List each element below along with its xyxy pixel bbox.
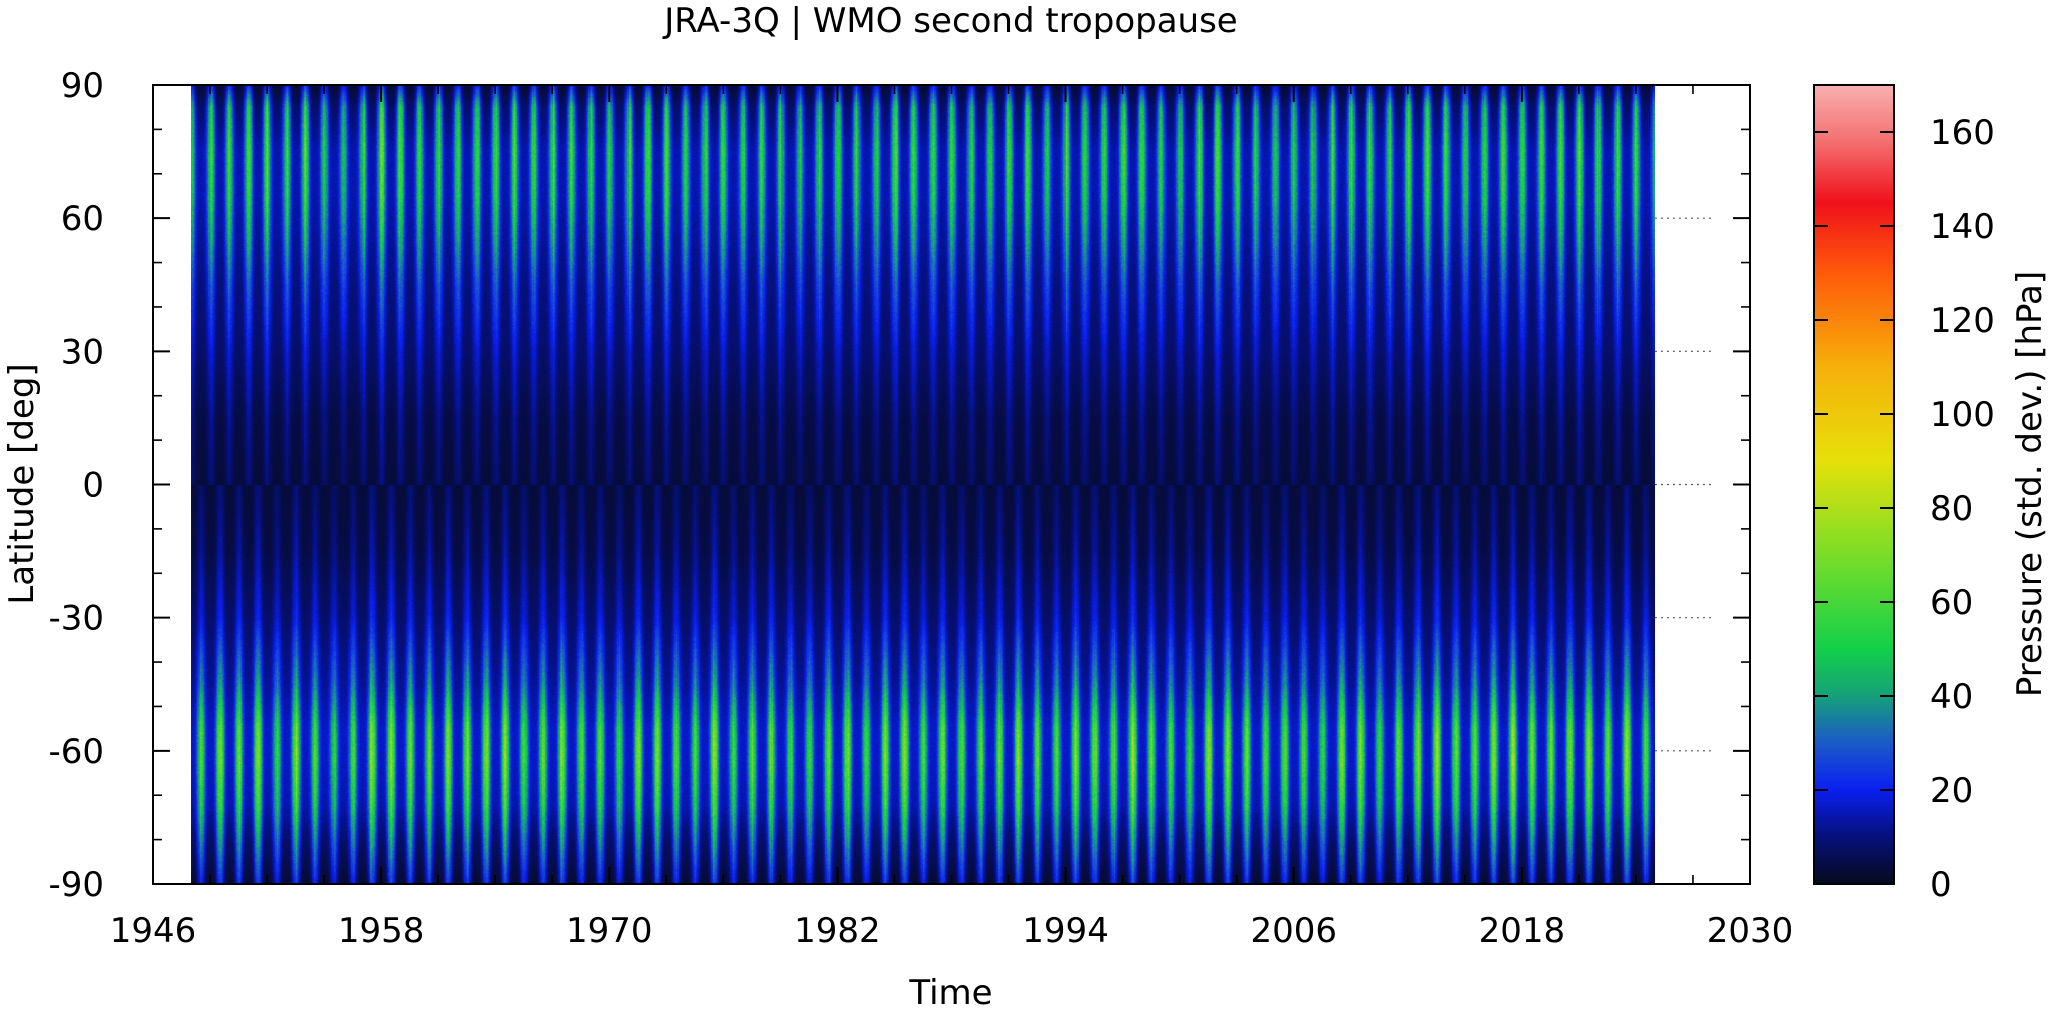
y-axis-label: Latitude [deg] [2,363,42,604]
colorbar-label: Pressure (std. dev.) [hPa] [2010,271,2050,697]
y-tick-label: 30 [61,332,104,372]
colorbar-tick-label: 40 [1930,677,1973,717]
x-tick-label: 1982 [794,911,881,951]
x-tick-label: 1958 [338,911,425,951]
colorbar-tick-label: 60 [1930,583,1973,623]
x-axis: 1946 1958 1970 1982 1994 2006 2018 2030 [110,85,1794,951]
x-axis-label: Time [908,973,992,1012]
y-tick-label: -30 [48,599,104,639]
x-tick-label: 1946 [110,911,197,951]
colorbar-tick-label: 140 [1930,207,1995,247]
x-tick-label: 1970 [566,911,653,951]
chart-title: JRA-3Q | WMO second tropopause [662,1,1237,41]
colorbar-tick-label: 120 [1930,301,1995,341]
heatmap-image [191,85,1656,884]
colorbar-tick-label: 0 [1930,865,1952,905]
x-tick-label: 2030 [1707,911,1794,951]
y-tick-label: -90 [48,865,104,905]
colorbar-axis: 0 20 40 60 80 100 120 140 160 [1814,113,1995,905]
colorbar-tick-label: 80 [1930,489,1973,529]
y-tick-label: 0 [82,466,104,506]
y-tick-label: -60 [48,732,104,772]
colorbar-tick-label: 100 [1930,395,1995,435]
colorbar-tick-label: 160 [1930,113,1995,153]
colorbar-tick-label: 20 [1930,771,1973,811]
colorbar [1814,85,1894,884]
dotted-gridlines [1654,217,1712,752]
y-tick-label: 60 [61,199,104,239]
colorbar-frame [1813,84,1895,885]
y-tick-label: 90 [61,66,104,106]
x-tick-label: 2006 [1250,911,1337,951]
x-tick-label: 1994 [1022,911,1109,951]
x-tick-label: 2018 [1479,911,1566,951]
y-axis: 90 60 30 0 -30 -60 -90 [48,66,1750,905]
heatmap [191,85,1656,884]
